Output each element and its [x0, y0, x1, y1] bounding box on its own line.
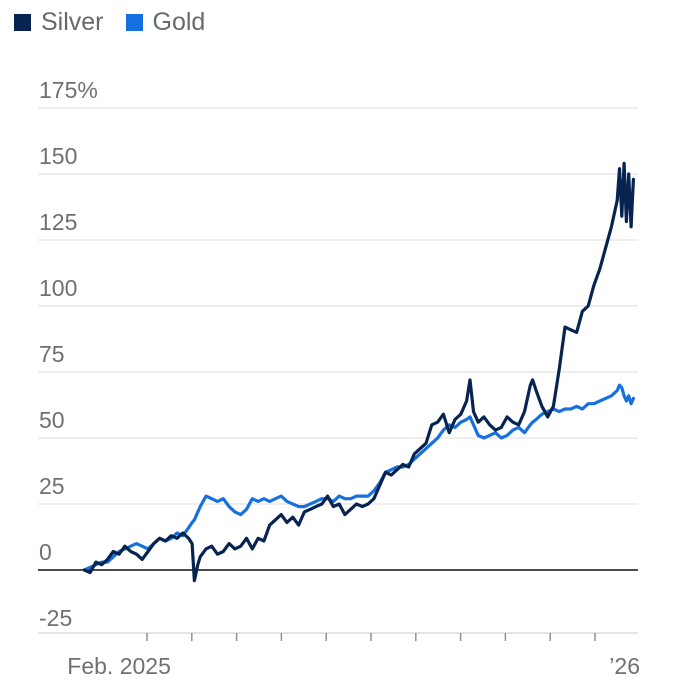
legend-item-gold: Gold — [125, 8, 206, 37]
series-line-silver — [82, 161, 635, 583]
y-tick-label: 25 — [39, 473, 65, 499]
y-tick-label: 125 — [39, 209, 77, 235]
x-tick-label: Feb. 2025 — [67, 653, 171, 679]
legend: Silver Gold — [14, 8, 205, 37]
x-tick-label: ’26 — [609, 653, 640, 679]
y-tick-label: 50 — [39, 407, 65, 433]
series-line-gold — [82, 383, 635, 572]
y-tick-label: 0 — [39, 539, 52, 565]
legend-item-silver: Silver — [14, 8, 104, 37]
y-tick-label: 175% — [39, 77, 98, 103]
y-tick-label: -25 — [39, 605, 72, 631]
legend-swatch — [14, 14, 31, 31]
y-tick-label: 75 — [39, 341, 65, 367]
legend-swatch — [125, 14, 143, 31]
legend-label: Gold — [152, 8, 206, 36]
y-tick-label: 150 — [39, 143, 77, 169]
y-tick-label: 100 — [39, 275, 77, 301]
legend-label: Silver — [41, 8, 104, 36]
